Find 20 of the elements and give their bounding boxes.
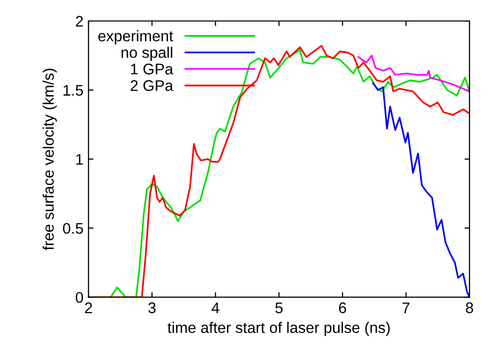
x-tick-label: 4 bbox=[212, 302, 220, 314]
y-tick-label: 1.5 bbox=[64, 85, 83, 96]
x-tick-label: 5 bbox=[275, 302, 283, 314]
x-tick-label: 2 bbox=[85, 302, 92, 314]
y-tick-label: 2 bbox=[76, 16, 83, 27]
y-tick-label: 0.5 bbox=[63, 222, 83, 234]
y-axis-title: free surface velocity (km/s) bbox=[42, 68, 57, 250]
legend-label: 2 GPa bbox=[130, 80, 174, 91]
x-tick-label: 6 bbox=[339, 302, 346, 314]
y-tick-label: 0 bbox=[76, 292, 84, 303]
line-series bbox=[358, 54, 470, 92]
line-series bbox=[372, 82, 470, 298]
legend-label: no spall bbox=[122, 46, 172, 61]
x-tick-label: 3 bbox=[148, 302, 156, 314]
legend-label: experiment bbox=[98, 30, 174, 44]
x-tick-label: 8 bbox=[466, 302, 474, 314]
y-tick-label: 1 bbox=[76, 154, 83, 165]
x-axis-title: time after start of laser pulse (ns) bbox=[168, 322, 390, 336]
x-tick-label: 7 bbox=[402, 302, 410, 314]
legend-label: 1 GPa bbox=[131, 64, 174, 74]
